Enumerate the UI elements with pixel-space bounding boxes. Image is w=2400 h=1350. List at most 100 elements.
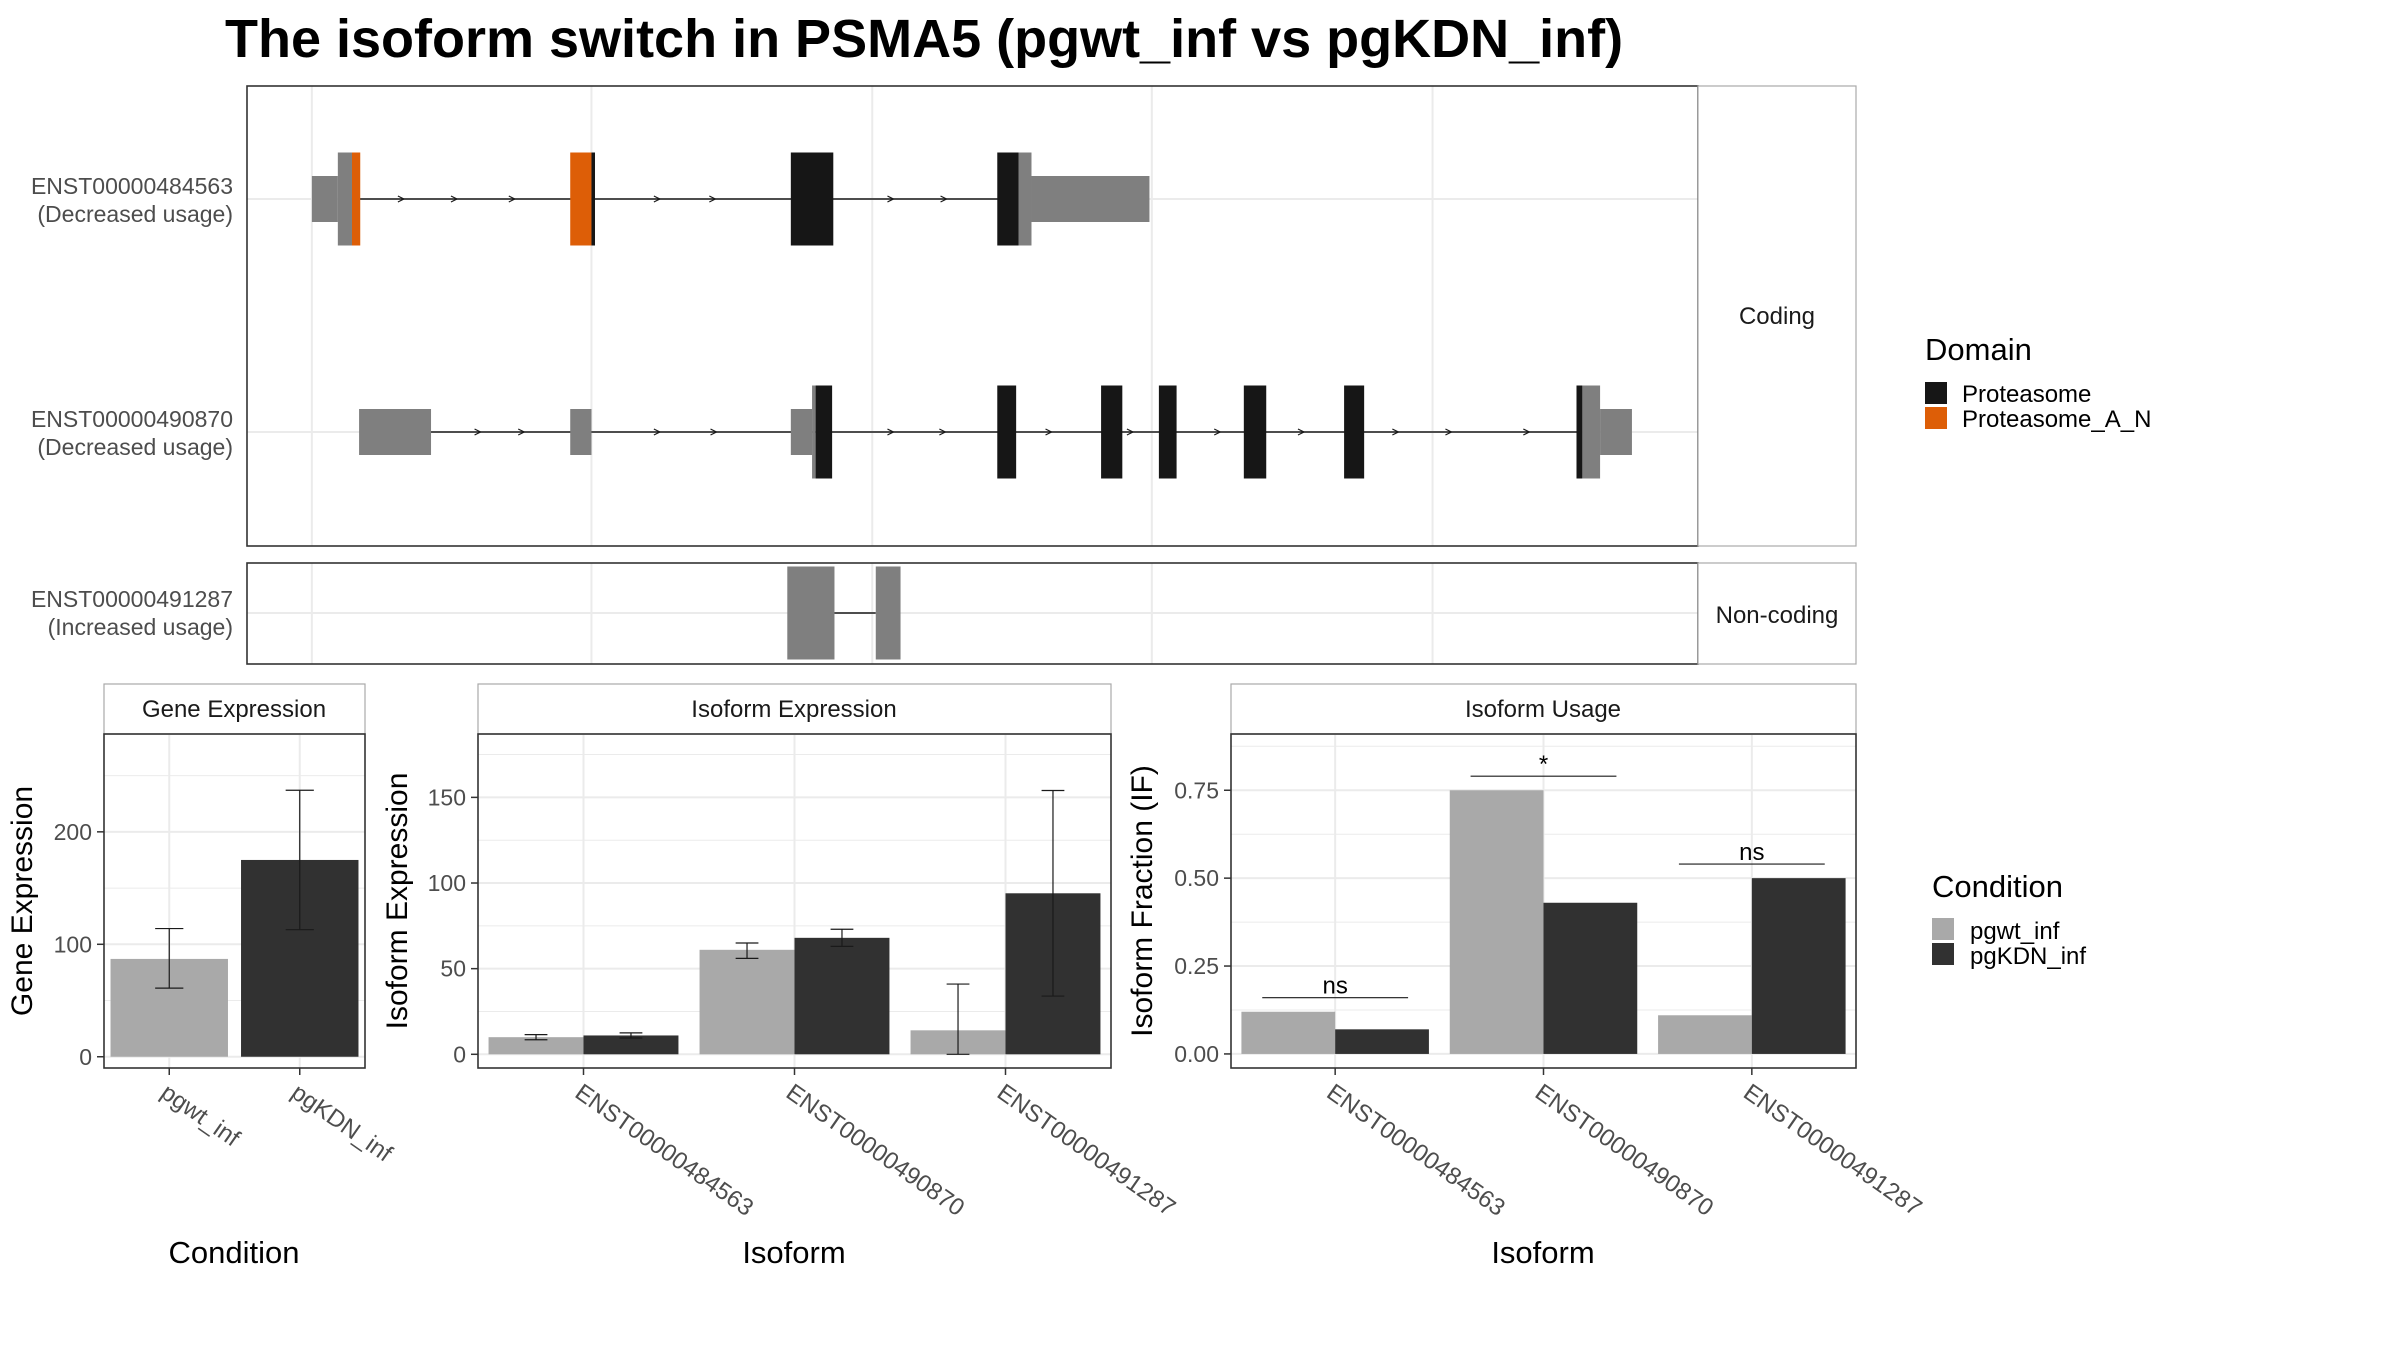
legend-label-pgkdn-inf: pgKDN_inf xyxy=(1970,943,2086,970)
ytick-label-3: 150 xyxy=(428,784,466,810)
intron-arrow-2-1 xyxy=(517,428,526,436)
intron-arrow-2-6 xyxy=(1045,428,1053,436)
gene-expr-xlabel: Condition xyxy=(169,1235,300,1270)
utr-block-1-7 xyxy=(1018,152,1032,246)
coding-tracks xyxy=(311,152,1632,479)
utr-block-2-12 xyxy=(1600,409,1632,455)
isoform-label-2-usage: (Decreased usage) xyxy=(37,434,233,460)
utr-block-1-8 xyxy=(1031,176,1150,222)
intron-arrow-2-7 xyxy=(1126,428,1135,436)
gene-expr-yticks: 0 100 200 xyxy=(54,819,104,1070)
ytick-label-3: 0.75 xyxy=(1174,777,1219,803)
iso-usage-bars xyxy=(1241,790,1846,1054)
intron-arrow-1-0 xyxy=(397,195,406,203)
isoform-label-2-id: ENST00000490870 xyxy=(31,406,233,432)
intron-arrow-2-3 xyxy=(710,428,718,436)
intron-arrow-2-12 xyxy=(1523,428,1531,436)
domain-legend: Domain Proteasome Proteasome_A_N xyxy=(1925,332,2151,433)
gene-expr-strip xyxy=(103,683,366,735)
iso-usage-xlabel: Isoform xyxy=(1491,1235,1594,1270)
gene-expr-strip-title: Gene Expression xyxy=(142,696,326,723)
utr-block-2-2 xyxy=(790,409,813,455)
bar-pgKDN_inf-2 xyxy=(1751,878,1846,1054)
legend-label-pgwt-inf: pgwt_inf xyxy=(1970,918,2060,945)
significance-label-0: ns xyxy=(1322,973,1347,1000)
legend-key-pgwt-inf xyxy=(1932,918,1954,940)
utr-block-3-1 xyxy=(875,566,901,660)
xtick-label-1: ENST00000490870 xyxy=(781,1079,969,1222)
iso-usage-significance: ns * ns xyxy=(1262,751,1825,1000)
intron-arrow-2-9 xyxy=(1297,428,1306,436)
domain-block-1-2 xyxy=(351,152,361,246)
utr-block-2-11 xyxy=(1582,385,1601,479)
iso-expr-strip-title: Isoform Expression xyxy=(691,696,896,723)
intron-arrow-2-8 xyxy=(1213,428,1222,436)
isoform-label-3-usage: (Increased usage) xyxy=(48,614,233,640)
domain-block-2-5 xyxy=(997,385,1017,479)
iso-usage-xticks: ENST00000484563 ENST00000490870 ENST000004… xyxy=(1322,1068,1927,1222)
intron-arrow-1-6 xyxy=(940,195,948,203)
coding-panel-bg xyxy=(247,86,1698,546)
intron-arrow-2-0 xyxy=(474,428,482,436)
isoform-expression-chart: Isoform Expression 0 50 100 150 ENST0000048… xyxy=(381,683,1180,1270)
intron-arrow-2-2 xyxy=(653,428,662,436)
ytick-label-1: 50 xyxy=(440,956,466,982)
legend-key-proteasome xyxy=(1925,382,1947,404)
structure-coding-panel: Coding xyxy=(246,85,1857,547)
domain-block-2-10 xyxy=(1576,385,1583,479)
ytick-label-0: 0 xyxy=(453,1041,466,1067)
bar-pgwt_inf-1 xyxy=(699,949,795,1055)
domain-block-1-5 xyxy=(790,152,834,246)
iso-usage-strip-title: Isoform Usage xyxy=(1465,696,1621,723)
intron-arrow-1-5 xyxy=(887,195,895,203)
utr-block-3-0 xyxy=(787,566,835,660)
isoform-labels: ENST00000484563 (Decreased usage) ENST00… xyxy=(31,173,233,640)
legend-label-proteasome: Proteasome xyxy=(1962,381,2091,408)
intron-arrow-1-2 xyxy=(508,195,517,203)
ytick-label-2: 0.50 xyxy=(1174,865,1219,891)
iso-usage-strip xyxy=(1230,683,1857,735)
domain-block-1-6 xyxy=(997,152,1019,246)
iso-expr-xlabel: Isoform xyxy=(742,1235,845,1270)
legend-key-pgkdn-inf xyxy=(1932,943,1954,965)
figure-title: The isoform switch in PSMA5 (pgwt_inf vs… xyxy=(225,9,1623,69)
gene-expr-errorbars xyxy=(155,789,314,989)
bar-pgKDN_inf-0 xyxy=(583,1035,679,1055)
domain-block-2-6 xyxy=(1101,385,1123,479)
intron-arrow-2-5 xyxy=(939,428,947,436)
iso-expr-errorbars xyxy=(524,789,1065,1055)
domain-block-2-9 xyxy=(1344,385,1365,479)
utr-block-2-1 xyxy=(570,409,592,455)
isoform-label-1-usage: (Decreased usage) xyxy=(37,201,233,227)
ytick-label-1: 0.25 xyxy=(1174,953,1219,979)
bar-pgwt_inf-2 xyxy=(1658,1015,1752,1054)
utr-block-2-3 xyxy=(812,385,816,479)
gene-expr-bars xyxy=(110,859,359,1057)
legend-key-proteasome-a-n xyxy=(1925,407,1947,429)
isoform-label-1-id: ENST00000484563 xyxy=(31,173,233,199)
coding-strip-label: Coding xyxy=(1739,303,1815,330)
intron-arrow-1-4 xyxy=(709,195,717,203)
utr-block-2-0 xyxy=(359,409,432,455)
condition-legend-title: Condition xyxy=(1932,869,2063,904)
bar-pgwt_inf-0 xyxy=(488,1037,584,1055)
domain-block-2-4 xyxy=(815,385,833,479)
ytick-label-2: 100 xyxy=(428,870,466,896)
gene-expr-ylabel: Gene Expression xyxy=(6,786,39,1016)
domain-block-1-4 xyxy=(591,152,596,246)
noncoding-tracks xyxy=(787,566,901,660)
domain-block-2-8 xyxy=(1243,385,1267,479)
legend-label-proteasome-a-n: Proteasome_A_N xyxy=(1962,406,2151,433)
bar-pgKDN_inf-1 xyxy=(1543,902,1638,1054)
xtick-label-0: pgwt_inf xyxy=(156,1079,245,1153)
noncoding-strip-label: Non-coding xyxy=(1716,602,1839,629)
xtick-label-0: ENST00000484563 xyxy=(570,1079,758,1222)
gene-expr-xticks: pgwt_inf pgKDN_inf xyxy=(156,1068,397,1168)
noncoding-strip xyxy=(1697,562,1857,665)
significance-label-1: * xyxy=(1539,751,1548,778)
intron-arrow-2-4 xyxy=(887,428,895,436)
utr-block-1-1 xyxy=(337,152,352,246)
significance-label-2: ns xyxy=(1739,839,1764,866)
bar-pgwt_inf-1 xyxy=(1449,790,1544,1054)
